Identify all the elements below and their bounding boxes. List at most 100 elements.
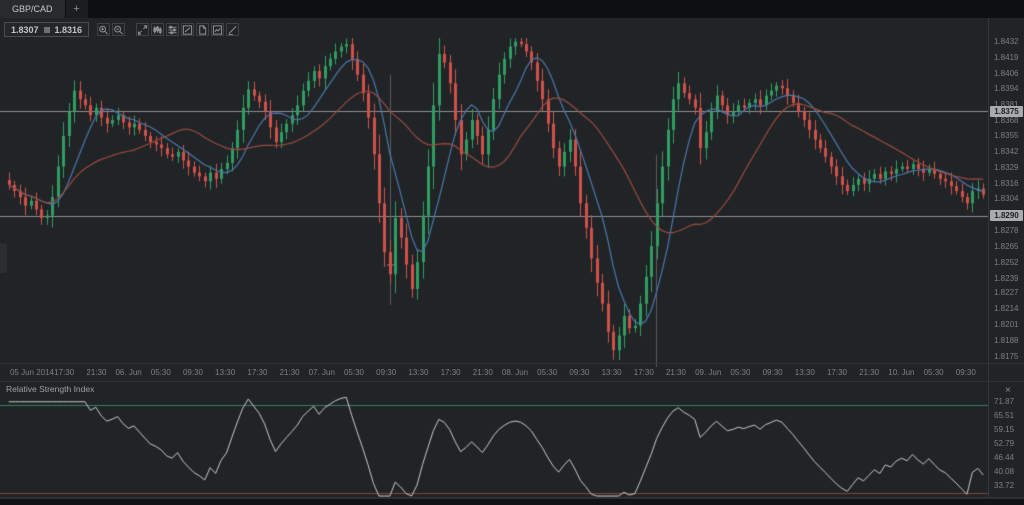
time-tick-label: 09. Jun <box>695 368 722 377</box>
price-tick-label: 1.8381 <box>994 99 1019 109</box>
time-tick-label: 17:30 <box>826 368 848 377</box>
templates-button[interactable] <box>211 23 225 36</box>
rsi-tick-label: 71.87 <box>994 397 1015 406</box>
time-tick-label: 09:30 <box>376 368 397 377</box>
price-tick-label: 1.8329 <box>994 163 1019 173</box>
axis-divider <box>988 18 989 497</box>
price-tick-label: 1.8239 <box>994 273 1019 283</box>
rsi-tick-label: 40.08 <box>994 466 1015 476</box>
price-tick-label: 1.8304 <box>994 193 1019 203</box>
zoom-in-button[interactable] <box>97 23 111 36</box>
time-tick-label: 17:30 <box>247 368 268 377</box>
time-tick-label: 21:30 <box>665 368 687 377</box>
price-tick-label: 1.8342 <box>994 147 1019 157</box>
time-tick-label: 10. Jun <box>888 368 915 377</box>
price-tick-label: 1.8188 <box>994 335 1019 345</box>
time-tick-label: 21:30 <box>279 368 300 377</box>
chart-style-icon <box>153 25 162 34</box>
indicators-icon <box>168 25 177 34</box>
templates-icon <box>212 24 223 35</box>
price-tick-label: 1.8175 <box>994 351 1019 361</box>
bottom-bar <box>0 498 1024 505</box>
time-tick-label: 21:30 <box>472 368 493 377</box>
new-tab-button[interactable]: + <box>65 0 88 18</box>
time-tick-label: 21:30 <box>859 368 880 377</box>
price-tick-label: 1.8355 <box>994 131 1019 141</box>
rsi-panel-separator <box>0 381 1024 382</box>
rsi-tick-label: 65.51 <box>994 411 1015 420</box>
ask-price[interactable]: 1.8316 <box>54 24 83 35</box>
price-tick-label: 1.8278 <box>994 225 1019 235</box>
time-tick-label: 17:30 <box>440 368 461 377</box>
price-tick-label: 1.8368 <box>994 115 1019 125</box>
rsi-tick-label: 33.72 <box>994 480 1015 490</box>
spread-marker-icon <box>43 26 50 33</box>
rsi-tick-label: 52.79 <box>994 439 1015 448</box>
time-tick-label: 13:30 <box>601 368 622 377</box>
chart-toolbar: 1.8307 1.8316 <box>4 22 241 37</box>
price-level-badge[interactable]: 1.8290 <box>990 210 1023 221</box>
time-tick-label: 09:30 <box>762 368 783 377</box>
toolbar-buttons <box>97 23 241 36</box>
expand-icon <box>137 24 148 35</box>
time-tick-label: 17:30 <box>54 368 75 377</box>
drawing-tools-button[interactable] <box>226 23 240 36</box>
time-tick-label: 05:30 <box>730 368 751 377</box>
price-tick-label: 1.8201 <box>994 320 1019 329</box>
time-tick-label: 05 Jun 2014 <box>9 368 55 377</box>
price-tick-label: 1.8214 <box>994 304 1019 314</box>
time-tick-label: 08. Jun <box>501 368 529 377</box>
rsi-close-icon[interactable]: × <box>1005 385 1011 396</box>
price-axis[interactable]: 1.8432 1.8419 1.8406 1.8394 1.8381 1.8368 1.83… <box>990 18 1024 363</box>
price-tick-label: 1.8252 <box>994 257 1019 267</box>
bid-price[interactable]: 1.8307 <box>11 24 39 35</box>
chart-settings-button[interactable] <box>181 23 195 36</box>
price-tick-label: 1.8227 <box>994 288 1019 298</box>
time-tick-label: 13:30 <box>794 368 815 377</box>
time-tick-label: 05:30 <box>537 368 558 377</box>
price-tick-label: 1.8406 <box>994 69 1019 78</box>
tab-bar: GBP/CAD + <box>0 0 1024 18</box>
panel-collapse-handle[interactable] <box>0 243 7 273</box>
time-tick-label: 09:30 <box>569 368 590 377</box>
rsi-tick-label: 59.15 <box>994 425 1015 434</box>
rsi-panel-title: Relative Strength Index <box>6 384 95 394</box>
price-tick-label: 1.8394 <box>994 83 1019 93</box>
time-tick-label: 05:30 <box>150 368 171 377</box>
indicators-button[interactable] <box>166 23 180 36</box>
time-tick-label: 06. Jun <box>115 368 142 377</box>
expand-button[interactable] <box>136 23 150 36</box>
time-tick-label: 13:30 <box>215 368 236 377</box>
drawing-tools-icon <box>228 25 237 35</box>
price-tick-label: 1.8316 <box>994 179 1019 189</box>
price-level-badge[interactable]: 1.8375 <box>990 106 1023 117</box>
zoom-out-icon <box>114 25 124 34</box>
quote-widget: 1.8307 1.8316 <box>4 22 90 37</box>
time-tick-label: 17:30 <box>633 368 654 377</box>
notes-button[interactable] <box>196 23 210 36</box>
chart-settings-icon <box>182 24 193 35</box>
zoom-in-icon <box>99 25 109 34</box>
notes-icon <box>199 24 207 35</box>
tab-gbpcad-label: GBP/CAD <box>12 4 53 14</box>
price-tick-label: 1.8419 <box>994 53 1019 63</box>
time-tick-label: 13:30 <box>408 368 429 377</box>
rsi-axis[interactable]: 71.87 65.51 59.15 52.79 46.44 40.08 33.72 <box>990 384 1024 496</box>
chart-style-button[interactable] <box>151 23 165 36</box>
price-tick-label: 1.8265 <box>994 241 1019 251</box>
time-tick-label: 21:30 <box>86 368 107 377</box>
zoom-out-button[interactable] <box>112 23 126 36</box>
time-tick-label: 09:30 <box>955 368 976 377</box>
tab-gbpcad[interactable]: GBP/CAD <box>0 0 65 18</box>
price-tick-label: 1.8432 <box>994 37 1019 47</box>
time-tick-label: 07. Jun <box>308 368 335 377</box>
plus-icon: + <box>73 3 80 15</box>
chart-axis-separator <box>0 363 1024 364</box>
time-axis[interactable]: 05 Jun 2014 17:30 21:30 06. Jun 05:30 09:30 13… <box>0 363 988 381</box>
rsi-tick-label: 46.44 <box>994 452 1015 462</box>
time-tick-label: 09:30 <box>182 368 204 377</box>
time-tick-label: 05:30 <box>923 368 944 377</box>
rsi-bottom-separator <box>0 497 1024 498</box>
